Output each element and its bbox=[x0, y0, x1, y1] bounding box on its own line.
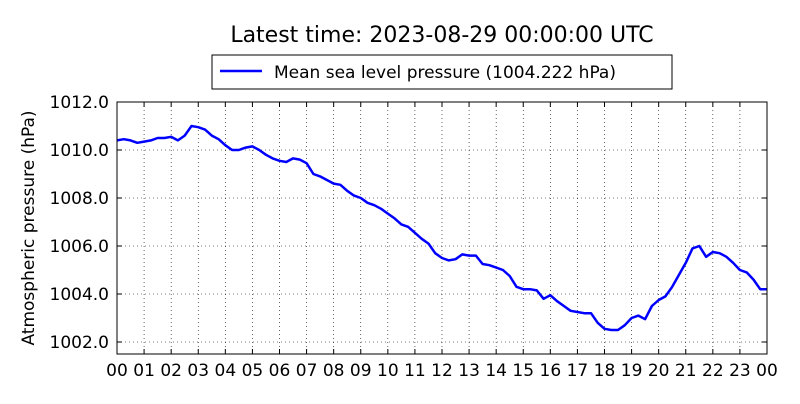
x-tick-label: 09 bbox=[350, 361, 372, 381]
x-tick-label: 15 bbox=[512, 361, 534, 381]
x-tick-label: 13 bbox=[458, 361, 480, 381]
y-tick-label: 1004.0 bbox=[50, 285, 109, 305]
x-tick-label: 10 bbox=[377, 361, 399, 381]
x-tick-label: 18 bbox=[594, 361, 616, 381]
x-tick-label: 04 bbox=[215, 361, 237, 381]
y-tick-label: 1002.0 bbox=[50, 333, 109, 353]
x-tick-label: 00 bbox=[756, 361, 778, 381]
legend: Mean sea level pressure (1004.222 hPa) bbox=[211, 54, 673, 90]
y-tick-label: 1008.0 bbox=[50, 189, 109, 209]
x-tick-label: 17 bbox=[567, 361, 589, 381]
x-tick-label: 08 bbox=[323, 361, 345, 381]
series-line-mean-sea-level-pressure bbox=[116, 124, 767, 332]
x-tick-label: 23 bbox=[729, 361, 751, 381]
x-tick-label: 14 bbox=[485, 361, 507, 381]
axis-ticks: 00 01 02 03 04 05 06 07 08 09 10 11 12 13 14 15 16 17 18 19… bbox=[50, 93, 778, 381]
x-tick-label: 11 bbox=[404, 361, 426, 381]
x-tick-label: 06 bbox=[269, 361, 291, 381]
x-tick-label: 01 bbox=[133, 361, 155, 381]
chart-title: Latest time: 2023-08-29 00:00:00 UTC bbox=[230, 23, 653, 48]
y-tick-label: 1012.0 bbox=[50, 93, 109, 113]
x-tick-label: 00 bbox=[106, 361, 128, 381]
legend-label: Mean sea level pressure (1004.222 hPa) bbox=[274, 63, 616, 83]
y-tick-label: 1006.0 bbox=[50, 237, 109, 257]
x-tick-label: 22 bbox=[702, 361, 724, 381]
x-tick-label: 21 bbox=[675, 361, 697, 381]
grid-lines bbox=[116, 101, 768, 354]
x-tick-label: 02 bbox=[160, 361, 182, 381]
x-tick-label: 05 bbox=[242, 361, 264, 381]
x-tick-label: 16 bbox=[540, 361, 562, 381]
y-tick-label: 1010.0 bbox=[50, 141, 109, 161]
y-axis-label: Atmospheric pressure (hPa) bbox=[19, 110, 39, 345]
x-tick-label: 03 bbox=[187, 361, 209, 381]
series-layer bbox=[116, 124, 767, 332]
legend-box bbox=[211, 54, 673, 90]
x-tick-label: 19 bbox=[621, 361, 643, 381]
x-tick-label: 12 bbox=[431, 361, 453, 381]
x-tick-label: 20 bbox=[648, 361, 670, 381]
x-tick-label: 07 bbox=[296, 361, 318, 381]
plot-area-frame bbox=[116, 101, 768, 355]
